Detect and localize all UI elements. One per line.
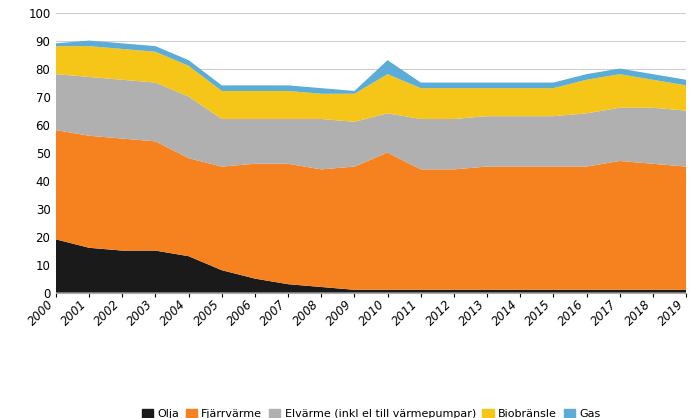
Legend: Olja, Fjärrvärme, Elvärme (inkl el till värmepumpar), Biobränsle, Gas: Olja, Fjärrvärme, Elvärme (inkl el till …: [137, 405, 605, 418]
